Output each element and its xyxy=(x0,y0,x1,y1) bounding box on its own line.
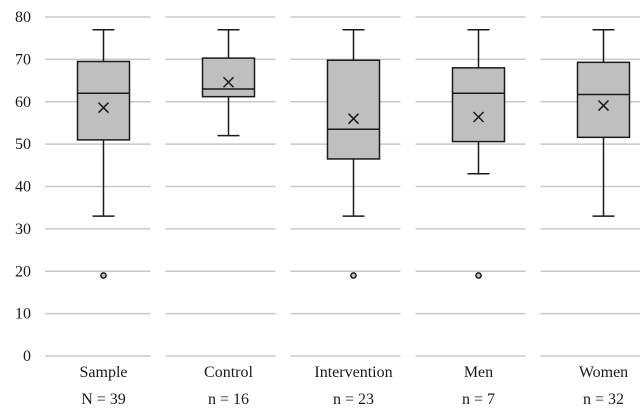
mean-marker xyxy=(472,111,485,123)
y-tick-label: 30 xyxy=(15,221,31,238)
y-tick-label: 10 xyxy=(15,306,31,323)
outlier-point xyxy=(100,272,107,279)
x-category-label: Intervention xyxy=(314,364,392,381)
x-category-n-label: n = 7 xyxy=(462,391,495,408)
y-tick-label: 60 xyxy=(15,94,31,111)
iqr-box xyxy=(76,60,131,141)
iqr-box xyxy=(576,61,631,139)
outlier-point xyxy=(475,272,482,279)
x-category-label: Women xyxy=(579,364,628,381)
mean-marker-stroke xyxy=(472,111,485,123)
y-axis-ticks: 0 10 20 30 40 50 60 70 80 xyxy=(15,9,31,365)
y-tick-label: 20 xyxy=(15,263,31,280)
x-category-n-label: n = 16 xyxy=(208,391,249,408)
iqr-box xyxy=(451,67,506,143)
mean-marker-stroke xyxy=(597,100,610,112)
iqr-box xyxy=(201,57,256,98)
outlier-point xyxy=(350,272,357,279)
mean-marker-stroke xyxy=(347,113,360,125)
mean-marker xyxy=(597,100,610,112)
mean-marker-stroke xyxy=(97,102,110,114)
y-tick-label: 80 xyxy=(15,9,31,26)
x-category-n-label: n = 32 xyxy=(583,391,624,408)
x-category-label: Sample xyxy=(80,364,128,381)
mean-marker xyxy=(347,113,360,125)
x-category-label: Men xyxy=(464,364,493,381)
mean-marker-stroke xyxy=(222,76,235,88)
y-tick-label: 40 xyxy=(15,179,31,196)
gridlines xyxy=(45,16,640,357)
y-tick-label: 0 xyxy=(23,348,31,365)
y-tick-label: 70 xyxy=(15,51,31,68)
iqr-box xyxy=(326,59,381,160)
mean-marker xyxy=(97,102,110,114)
box-group-sample: Sample N = 39 xyxy=(76,28,131,408)
mean-marker xyxy=(222,76,235,88)
y-tick-label: 50 xyxy=(15,136,31,153)
x-category-n-label: N = 39 xyxy=(81,391,126,408)
box-group-intervention: Intervention n = 23 xyxy=(314,28,393,408)
box-group-men: Men n = 7 xyxy=(451,28,506,408)
x-category-n-label: n = 23 xyxy=(333,391,374,408)
box-group-women: Women n = 32 xyxy=(576,28,631,408)
x-category-label: Control xyxy=(204,364,253,381)
box-group-control: Control n = 16 xyxy=(201,28,256,408)
